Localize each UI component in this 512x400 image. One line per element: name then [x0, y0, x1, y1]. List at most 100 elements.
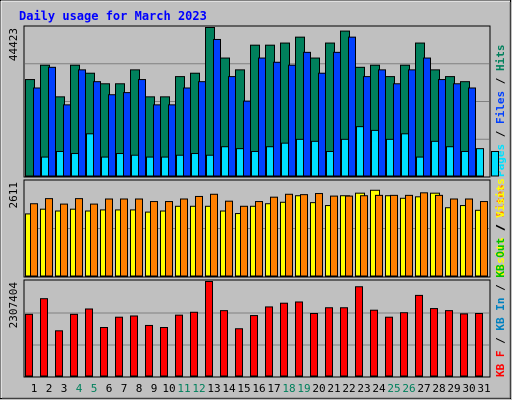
legend-entry: / — [494, 278, 507, 298]
bar-pages-16 — [266, 146, 274, 177]
bar-kb-f-28 — [430, 308, 438, 377]
bar-files-11 — [183, 87, 191, 177]
bar-files-27 — [423, 57, 431, 177]
x-tick-label: 17 — [267, 382, 280, 395]
bar-pages-4 — [86, 133, 94, 177]
bar-kb-f-3 — [55, 330, 63, 377]
legend-entry: / — [494, 124, 507, 144]
x-tick-label: 6 — [106, 382, 113, 395]
x-tick-label: 20 — [312, 382, 325, 395]
bar-kb-f-11 — [175, 314, 183, 377]
x-tick-label: 25 — [387, 382, 400, 395]
bar-files-23 — [363, 76, 371, 177]
bar-pages-22 — [356, 126, 364, 177]
bar-files-12 — [198, 81, 206, 177]
x-tick-label: 29 — [447, 382, 460, 395]
x-tick-label: 24 — [372, 382, 386, 395]
bar-sites-15 — [240, 205, 248, 277]
x-tick-label: 10 — [162, 382, 175, 395]
bar-files-13 — [213, 38, 221, 177]
series-sites — [30, 192, 488, 277]
bar-sites-22 — [345, 195, 353, 277]
bar-kb-f-14 — [220, 310, 228, 377]
bar-pages-17 — [281, 142, 289, 177]
bar-pages-28 — [446, 146, 454, 177]
bar-files-5 — [93, 81, 101, 177]
bar-kb-f-17 — [265, 306, 273, 377]
x-tick-label: 7 — [121, 382, 128, 395]
bar-pages-19 — [311, 140, 319, 177]
bar-pages-9 — [161, 156, 169, 177]
bar-pages-10 — [176, 154, 184, 177]
legend-middle: Visits / Sites — [494, 184, 507, 277]
y-max-label-middle: 2611 — [7, 182, 20, 209]
bar-files-8 — [138, 79, 146, 177]
bar-kb-f-18 — [280, 302, 288, 377]
bar-sites-29 — [450, 198, 458, 277]
bar-kb-f-26 — [400, 312, 408, 377]
bar-kb-f-13 — [205, 281, 213, 377]
bar-pages-29 — [461, 150, 469, 177]
bar-kb-f-24 — [370, 309, 378, 377]
x-tick-label: 9 — [151, 382, 158, 395]
bar-files-17 — [273, 61, 281, 177]
bar-sites-3 — [60, 203, 68, 277]
bar-sites-17 — [270, 196, 278, 277]
bar-sites-10 — [165, 201, 173, 277]
bar-files-18 — [288, 64, 296, 177]
bar-sites-16 — [255, 201, 263, 277]
series-files — [33, 36, 476, 177]
bar-kb-f-25 — [385, 316, 393, 377]
bar-pages-24 — [386, 138, 394, 177]
y-max-label-bottom: 2307404 — [7, 282, 20, 329]
x-tick-label: 8 — [136, 382, 143, 395]
bar-kb-f-27 — [415, 294, 423, 377]
x-tick-label: 19 — [297, 382, 310, 395]
legend-entry: Files — [494, 91, 507, 124]
bar-sites-5 — [90, 203, 98, 277]
bar-kb-f-16 — [250, 315, 258, 377]
bar-kb-f-21 — [325, 307, 333, 377]
bar-files-4 — [78, 69, 86, 177]
bar-files-19 — [303, 51, 311, 177]
bar-pages-8 — [146, 156, 154, 177]
x-tick-label: 21 — [327, 382, 340, 395]
bar-files-20 — [318, 72, 326, 177]
bar-files-16 — [258, 57, 266, 177]
bar-kb-f-20 — [310, 313, 318, 377]
bar-sites-27 — [420, 192, 428, 277]
bar-files-21 — [333, 51, 341, 177]
bar-sites-24 — [375, 194, 383, 277]
x-tick-label: 28 — [432, 382, 445, 395]
panel-middle: 2611 Visits / Sites — [7, 179, 507, 278]
x-tick-label: 30 — [462, 382, 475, 395]
bar-pages-12 — [206, 154, 214, 177]
bar-kb-f-7 — [115, 316, 123, 377]
bar-pages-21 — [341, 138, 349, 177]
x-tick-label: 1 — [31, 382, 38, 395]
bar-pages-26 — [416, 156, 424, 177]
bar-files-22 — [348, 36, 356, 177]
bar-sites-8 — [135, 198, 143, 277]
bar-pages-2 — [56, 150, 64, 177]
bar-pages-6 — [116, 153, 124, 177]
legend-entry: / — [494, 71, 507, 91]
x-tick-label: 3 — [61, 382, 68, 395]
x-tick-label: 14 — [222, 382, 236, 395]
bar-kb-f-15 — [235, 328, 243, 377]
x-tick-label: 12 — [192, 382, 205, 395]
bar-kb-f-30 — [460, 313, 468, 377]
bar-pages-11 — [191, 153, 199, 177]
x-tick-label: 13 — [207, 382, 220, 395]
bar-sites-28 — [435, 194, 443, 277]
x-tick-label: 26 — [402, 382, 415, 395]
bar-sites-19 — [300, 194, 308, 277]
legend-entry: KB Out — [494, 238, 507, 278]
bar-pages-15 — [251, 150, 259, 177]
bar-pages-3 — [71, 153, 79, 177]
bar-files-2 — [48, 66, 56, 177]
bar-sites-25 — [390, 194, 398, 277]
